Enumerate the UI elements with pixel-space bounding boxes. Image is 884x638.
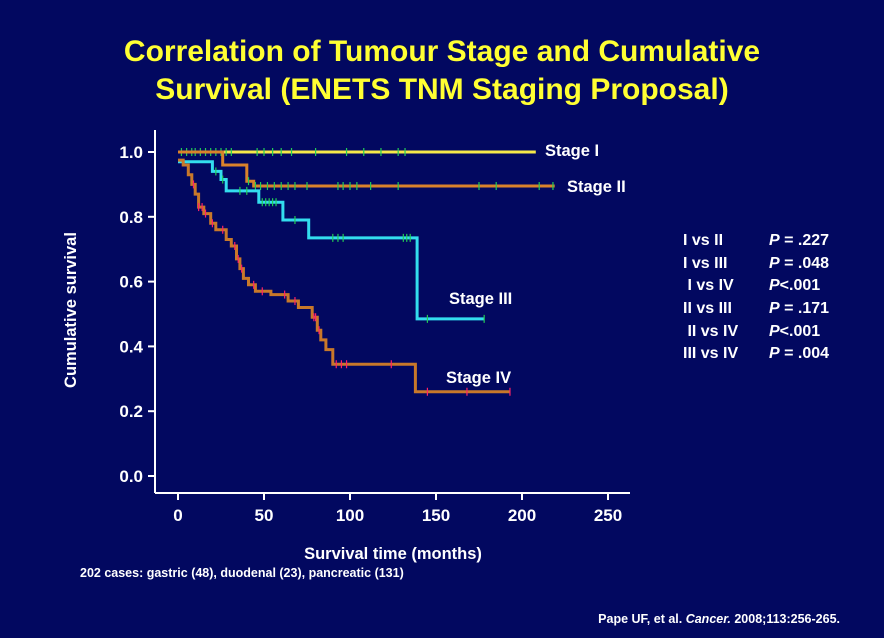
title-line-1: Correlation of Tumour Stage and Cumulati… (123, 35, 761, 68)
series-label-stage-4: Stage IV (446, 369, 511, 387)
comparison-label: I vs IV (683, 277, 734, 295)
chart-title: Correlation of Tumour Stage and Cumulati… (0, 33, 884, 109)
p-value-text: = .171 (779, 300, 830, 318)
p-value-text: = .004 (779, 345, 830, 363)
comparison-label: I vs III (683, 254, 728, 272)
x-tick-label: 0 (173, 506, 182, 525)
p-value-text: = .048 (779, 254, 830, 272)
p-value-text: <.001 (779, 277, 821, 295)
p-value: P = .171 (769, 298, 829, 321)
p-value-row: II vs III P = .171 (683, 298, 863, 321)
x-tick-label: 50 (255, 506, 274, 525)
citation-authors: Pape UF, et al. (598, 612, 686, 626)
y-axis-label: Cumulative survival (62, 232, 80, 388)
series-line-stage-2 (178, 150, 555, 188)
comparison-label: II vs III (683, 300, 732, 318)
p-value-row: I vs IV P<.001 (683, 275, 863, 298)
series-label-stage-2: Stage II (567, 178, 626, 196)
citation-journal: Cancer. (685, 612, 731, 626)
y-tick-label: 0.2 (119, 402, 143, 421)
p-symbol: P (769, 232, 780, 249)
series-line-stage-4 (178, 158, 510, 394)
y-tick-label: 0.6 (119, 273, 143, 292)
p-value-row: II vs IV P<.001 (683, 321, 863, 344)
p-value: P = .048 (769, 253, 829, 276)
p-symbol: P (769, 300, 780, 318)
series-line-stage-3 (178, 160, 485, 321)
x-tick-label: 200 (508, 506, 536, 525)
citation: Pape UF, et al. Cancer. 2008;113:256-265… (598, 612, 840, 626)
y-tick-label: 0.8 (119, 208, 143, 227)
series-label-stage-1: Stage I (545, 142, 599, 160)
comparison-label: I vs II (683, 232, 724, 249)
title-line-2: Survival (ENETS TNM Staging Proposal) (155, 73, 729, 106)
citation-details: 2008;113:256-265. (730, 612, 840, 626)
x-tick-label: 100 (336, 506, 364, 525)
comparison-label: II vs IV (683, 322, 739, 340)
p-value: P<.001 (769, 275, 820, 298)
x-tick-label: 250 (594, 506, 622, 525)
x-tick-label: 150 (422, 506, 450, 525)
p-symbol: P (769, 345, 780, 363)
comparison-label: III vs IV (683, 345, 739, 363)
p-value-row: I vs III P = .048 (683, 253, 863, 276)
y-tick-label: 1.0 (119, 143, 143, 162)
cases-caption: 202 cases: gastric (48), duodenal (23), … (80, 566, 404, 580)
p-value: P = .227 (769, 230, 829, 253)
p-value: P<.001 (769, 321, 820, 344)
p-value: P = .004 (769, 343, 829, 366)
p-value-text: = .227 (779, 232, 830, 249)
p-value-row: III vs IV P = .004 (683, 343, 863, 366)
series-label-stage-3: Stage III (449, 290, 512, 308)
p-symbol: P (769, 277, 780, 295)
p-value-row: I vs II P = .227 (683, 230, 863, 253)
x-axis-label: Survival time (months) (304, 545, 482, 563)
p-value-table: I vs II P = .227 I vs III P = .048 I vs IV P… (683, 230, 863, 366)
p-symbol: P (769, 322, 780, 340)
y-tick-label: 0.0 (119, 467, 143, 486)
p-value-text: <.001 (779, 322, 821, 340)
y-tick-label: 0.4 (119, 337, 143, 356)
p-symbol: P (769, 254, 780, 272)
